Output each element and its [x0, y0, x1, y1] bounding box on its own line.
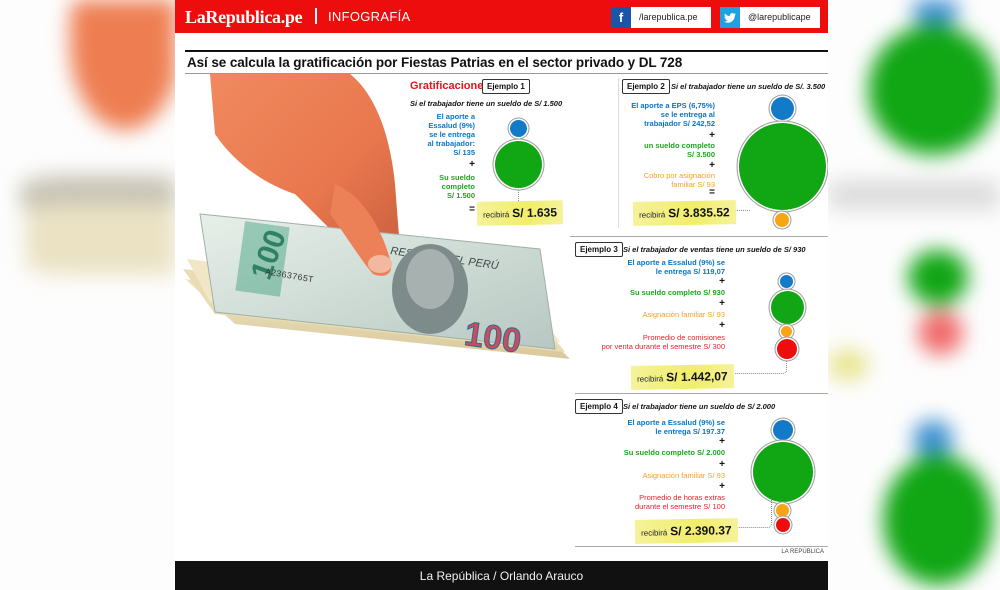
plus-operator: + — [719, 436, 725, 447]
circle-eps — [771, 97, 794, 120]
connector-line — [518, 190, 519, 203]
site-logo[interactable]: LaRepublica.pe — [185, 7, 303, 27]
example-1-item-salary: Su sueldo completo S/ 1.500 — [439, 173, 475, 200]
example-3-item-family-allowance: Asignación familiar S/ 93 — [642, 310, 725, 319]
source-label: LA REPÚBLICA — [781, 549, 824, 555]
circle-commissions — [777, 339, 797, 359]
connector-line — [730, 500, 772, 528]
example-2-item-family-allowance: Cobro por asignación familiar S/ 93 — [643, 171, 715, 189]
page-title: Así se calcula la gratificación por Fies… — [187, 55, 683, 70]
plus-operator: + — [719, 276, 725, 287]
facebook-icon: f — [611, 7, 631, 28]
svg-text:100: 100 — [462, 315, 523, 361]
footer-bar: La República / Orlando Arauco — [175, 561, 828, 590]
example-4-subtitle: Si el trabajador tiene un sueldo de S/ 2… — [623, 402, 776, 411]
blurred-backdrop-right — [828, 0, 1000, 590]
column-divider — [618, 78, 619, 228]
circle-essalud — [773, 420, 793, 440]
example-4-item-essalud: El aporte a Essalud (9%) se le entrega S… — [627, 418, 725, 436]
plus-operator: + — [469, 159, 475, 170]
blurred-backdrop-left — [0, 0, 176, 590]
section-divider — [570, 236, 828, 237]
connector-line — [735, 361, 787, 374]
example-3-item-commissions: Promedio de comisiones por venta durante… — [601, 333, 725, 351]
circle-overtime — [776, 518, 790, 532]
example-1-item-essalud: El aporte a Essalud (9%) se le entrega a… — [427, 112, 475, 157]
circle-essalud — [510, 120, 527, 137]
twitter-link[interactable]: @larepublicape — [720, 7, 820, 28]
equals-operator: = — [709, 187, 715, 198]
plus-operator: + — [709, 160, 715, 171]
example-2-result: recibirá S/ 3.835.52 — [632, 200, 736, 226]
example-1-subtitle: Si el trabajador tiene un sueldo de S/ 1… — [410, 99, 563, 108]
plus-operator: + — [719, 320, 725, 331]
header-bar: LaRepublica.pe INFOGRAFÍA f /larepublica… — [175, 0, 828, 33]
circle-salary — [495, 141, 542, 188]
facebook-handle: /larepublica.pe — [639, 12, 698, 22]
example-1-badge: Ejemplo 1 — [482, 79, 530, 94]
plus-operator: + — [719, 459, 725, 470]
example-3-item-salary: Su sueldo completo S/ 930 — [629, 288, 725, 297]
plus-operator: + — [719, 481, 725, 492]
twitter-handle: @larepublicape — [748, 12, 811, 22]
plus-operator: + — [719, 298, 725, 309]
title-top-rule — [185, 50, 828, 52]
circle-salary — [753, 442, 813, 502]
facebook-link[interactable]: f /larepublica.pe — [611, 7, 711, 28]
example-1-result: recibirá S/ 1.635 — [476, 200, 564, 226]
header-divider — [315, 8, 317, 24]
footer-credit: La República / Orlando Arauco — [419, 569, 584, 583]
circle-family-allowance — [776, 504, 789, 517]
example-2-item-eps: El aporte a EPS (6,75%) se le entrega al… — [631, 101, 715, 128]
twitter-icon — [720, 7, 740, 28]
circle-salary — [739, 123, 826, 210]
example-3-badge: Ejemplo 3 — [575, 242, 623, 257]
example-2-item-salary: un sueldo completo S/ 3.500 — [644, 141, 715, 159]
equals-operator: = — [469, 204, 475, 215]
graphic-heading: Gratificaciones — [410, 80, 490, 92]
example-4-item-salary: Su sueldo completo S/ 2.000 — [623, 448, 725, 457]
example-4-badge: Ejemplo 4 — [575, 399, 623, 414]
title-bottom-rule — [185, 73, 828, 74]
example-4-item-family-allowance: Asignación familiar S/ 93 — [642, 471, 725, 480]
infographic-card: LaRepublica.pe INFOGRAFÍA f /larepublica… — [175, 0, 828, 590]
example-4-item-overtime: Promedio de horas extras durante el seme… — [634, 493, 725, 511]
connector-line — [730, 210, 750, 211]
example-3-item-essalud: El aporte a Essalud (9%) se le entrega S… — [627, 258, 725, 276]
circle-salary — [771, 291, 804, 324]
section-divider — [575, 393, 828, 394]
example-2-subtitle: Si el trabajador tiene un sueldo de S/. … — [671, 82, 826, 91]
example-3-result: recibirá S/ 1.442,07 — [630, 364, 734, 390]
section-divider — [575, 546, 828, 547]
plus-operator: + — [709, 130, 715, 141]
example-2-badge: Ejemplo 2 — [622, 79, 670, 94]
example-4-result: recibirá S/ 2.390.37 — [634, 518, 738, 544]
section-label[interactable]: INFOGRAFÍA — [328, 9, 411, 24]
hand-with-banknotes-illustration: 100 RESERVA DEL PERÚ A2363765T 100 — [183, 74, 570, 361]
circle-family-allowance — [775, 213, 789, 227]
circle-family-allowance — [781, 326, 792, 337]
circle-essalud — [780, 275, 793, 288]
example-3-subtitle: Si el trabajador de ventas tiene un suel… — [623, 245, 806, 254]
